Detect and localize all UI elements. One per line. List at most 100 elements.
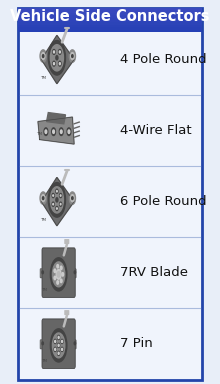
Circle shape: [54, 269, 56, 273]
Circle shape: [72, 55, 73, 58]
Circle shape: [50, 187, 63, 213]
Circle shape: [60, 266, 62, 270]
FancyBboxPatch shape: [18, 27, 202, 30]
Polygon shape: [41, 177, 74, 226]
Circle shape: [61, 347, 63, 351]
Circle shape: [50, 329, 67, 362]
Circle shape: [58, 335, 60, 339]
FancyBboxPatch shape: [42, 248, 75, 298]
Circle shape: [52, 202, 54, 206]
FancyBboxPatch shape: [18, 8, 202, 32]
Circle shape: [67, 128, 71, 136]
Circle shape: [59, 63, 60, 65]
FancyBboxPatch shape: [18, 8, 202, 380]
FancyBboxPatch shape: [18, 15, 202, 18]
Circle shape: [57, 265, 59, 268]
FancyBboxPatch shape: [18, 13, 202, 15]
Polygon shape: [41, 35, 74, 84]
FancyBboxPatch shape: [72, 269, 76, 278]
FancyBboxPatch shape: [72, 340, 76, 349]
Text: 7RV Blade: 7RV Blade: [119, 266, 187, 279]
Circle shape: [72, 197, 73, 200]
Circle shape: [54, 339, 56, 344]
Circle shape: [55, 340, 56, 343]
Text: 4-Wire Flat: 4-Wire Flat: [119, 124, 191, 137]
Circle shape: [61, 339, 63, 344]
FancyBboxPatch shape: [64, 310, 69, 315]
Circle shape: [61, 130, 62, 133]
Circle shape: [54, 347, 56, 351]
Circle shape: [62, 273, 64, 276]
Circle shape: [40, 192, 46, 204]
Circle shape: [42, 197, 44, 200]
Circle shape: [58, 336, 59, 339]
Circle shape: [53, 63, 55, 65]
Circle shape: [57, 281, 59, 284]
Circle shape: [42, 271, 43, 274]
Circle shape: [42, 342, 43, 345]
Circle shape: [52, 333, 65, 358]
FancyBboxPatch shape: [18, 30, 202, 32]
Circle shape: [68, 130, 70, 133]
FancyBboxPatch shape: [64, 239, 69, 244]
Circle shape: [59, 50, 61, 55]
Circle shape: [45, 130, 47, 133]
Text: 6 Pole Round: 6 Pole Round: [119, 195, 206, 208]
Circle shape: [60, 194, 62, 198]
Circle shape: [41, 195, 45, 202]
Circle shape: [56, 207, 58, 210]
FancyBboxPatch shape: [18, 8, 202, 10]
Circle shape: [42, 55, 44, 58]
Circle shape: [57, 271, 60, 277]
Circle shape: [41, 53, 45, 60]
Text: Vehicle Side Connectors: Vehicle Side Connectors: [10, 8, 210, 24]
Circle shape: [60, 279, 62, 283]
Circle shape: [53, 61, 55, 66]
Circle shape: [58, 344, 59, 346]
Circle shape: [52, 128, 55, 136]
Circle shape: [50, 45, 63, 71]
FancyBboxPatch shape: [18, 25, 202, 27]
Circle shape: [56, 198, 58, 202]
Circle shape: [56, 189, 58, 193]
Circle shape: [69, 50, 75, 62]
FancyBboxPatch shape: [18, 20, 202, 22]
Circle shape: [56, 270, 61, 279]
Circle shape: [50, 258, 67, 291]
Circle shape: [53, 50, 55, 55]
FancyBboxPatch shape: [40, 340, 44, 349]
Text: TM: TM: [40, 218, 46, 222]
Text: TM: TM: [41, 359, 47, 362]
Text: TM: TM: [36, 132, 42, 136]
Text: 7 Pin: 7 Pin: [119, 337, 152, 350]
Circle shape: [54, 276, 56, 280]
Circle shape: [48, 41, 66, 75]
Circle shape: [52, 262, 65, 287]
Circle shape: [60, 204, 61, 205]
Polygon shape: [47, 113, 66, 124]
Circle shape: [60, 195, 61, 196]
Circle shape: [59, 61, 61, 66]
FancyBboxPatch shape: [18, 22, 202, 25]
FancyBboxPatch shape: [18, 18, 202, 20]
Circle shape: [58, 351, 60, 356]
Circle shape: [60, 202, 62, 206]
FancyBboxPatch shape: [18, 10, 202, 13]
Circle shape: [44, 128, 48, 136]
Circle shape: [56, 56, 58, 60]
Circle shape: [69, 192, 75, 204]
Circle shape: [55, 348, 56, 351]
Circle shape: [59, 128, 63, 136]
FancyBboxPatch shape: [40, 269, 44, 278]
Polygon shape: [38, 117, 74, 144]
FancyBboxPatch shape: [42, 319, 75, 369]
Text: TM: TM: [41, 288, 47, 292]
Circle shape: [59, 51, 60, 53]
Circle shape: [74, 342, 76, 345]
Circle shape: [74, 271, 76, 274]
Text: TM: TM: [40, 76, 46, 80]
Circle shape: [58, 343, 60, 348]
Circle shape: [53, 130, 54, 133]
Circle shape: [53, 51, 55, 53]
Circle shape: [52, 194, 54, 198]
